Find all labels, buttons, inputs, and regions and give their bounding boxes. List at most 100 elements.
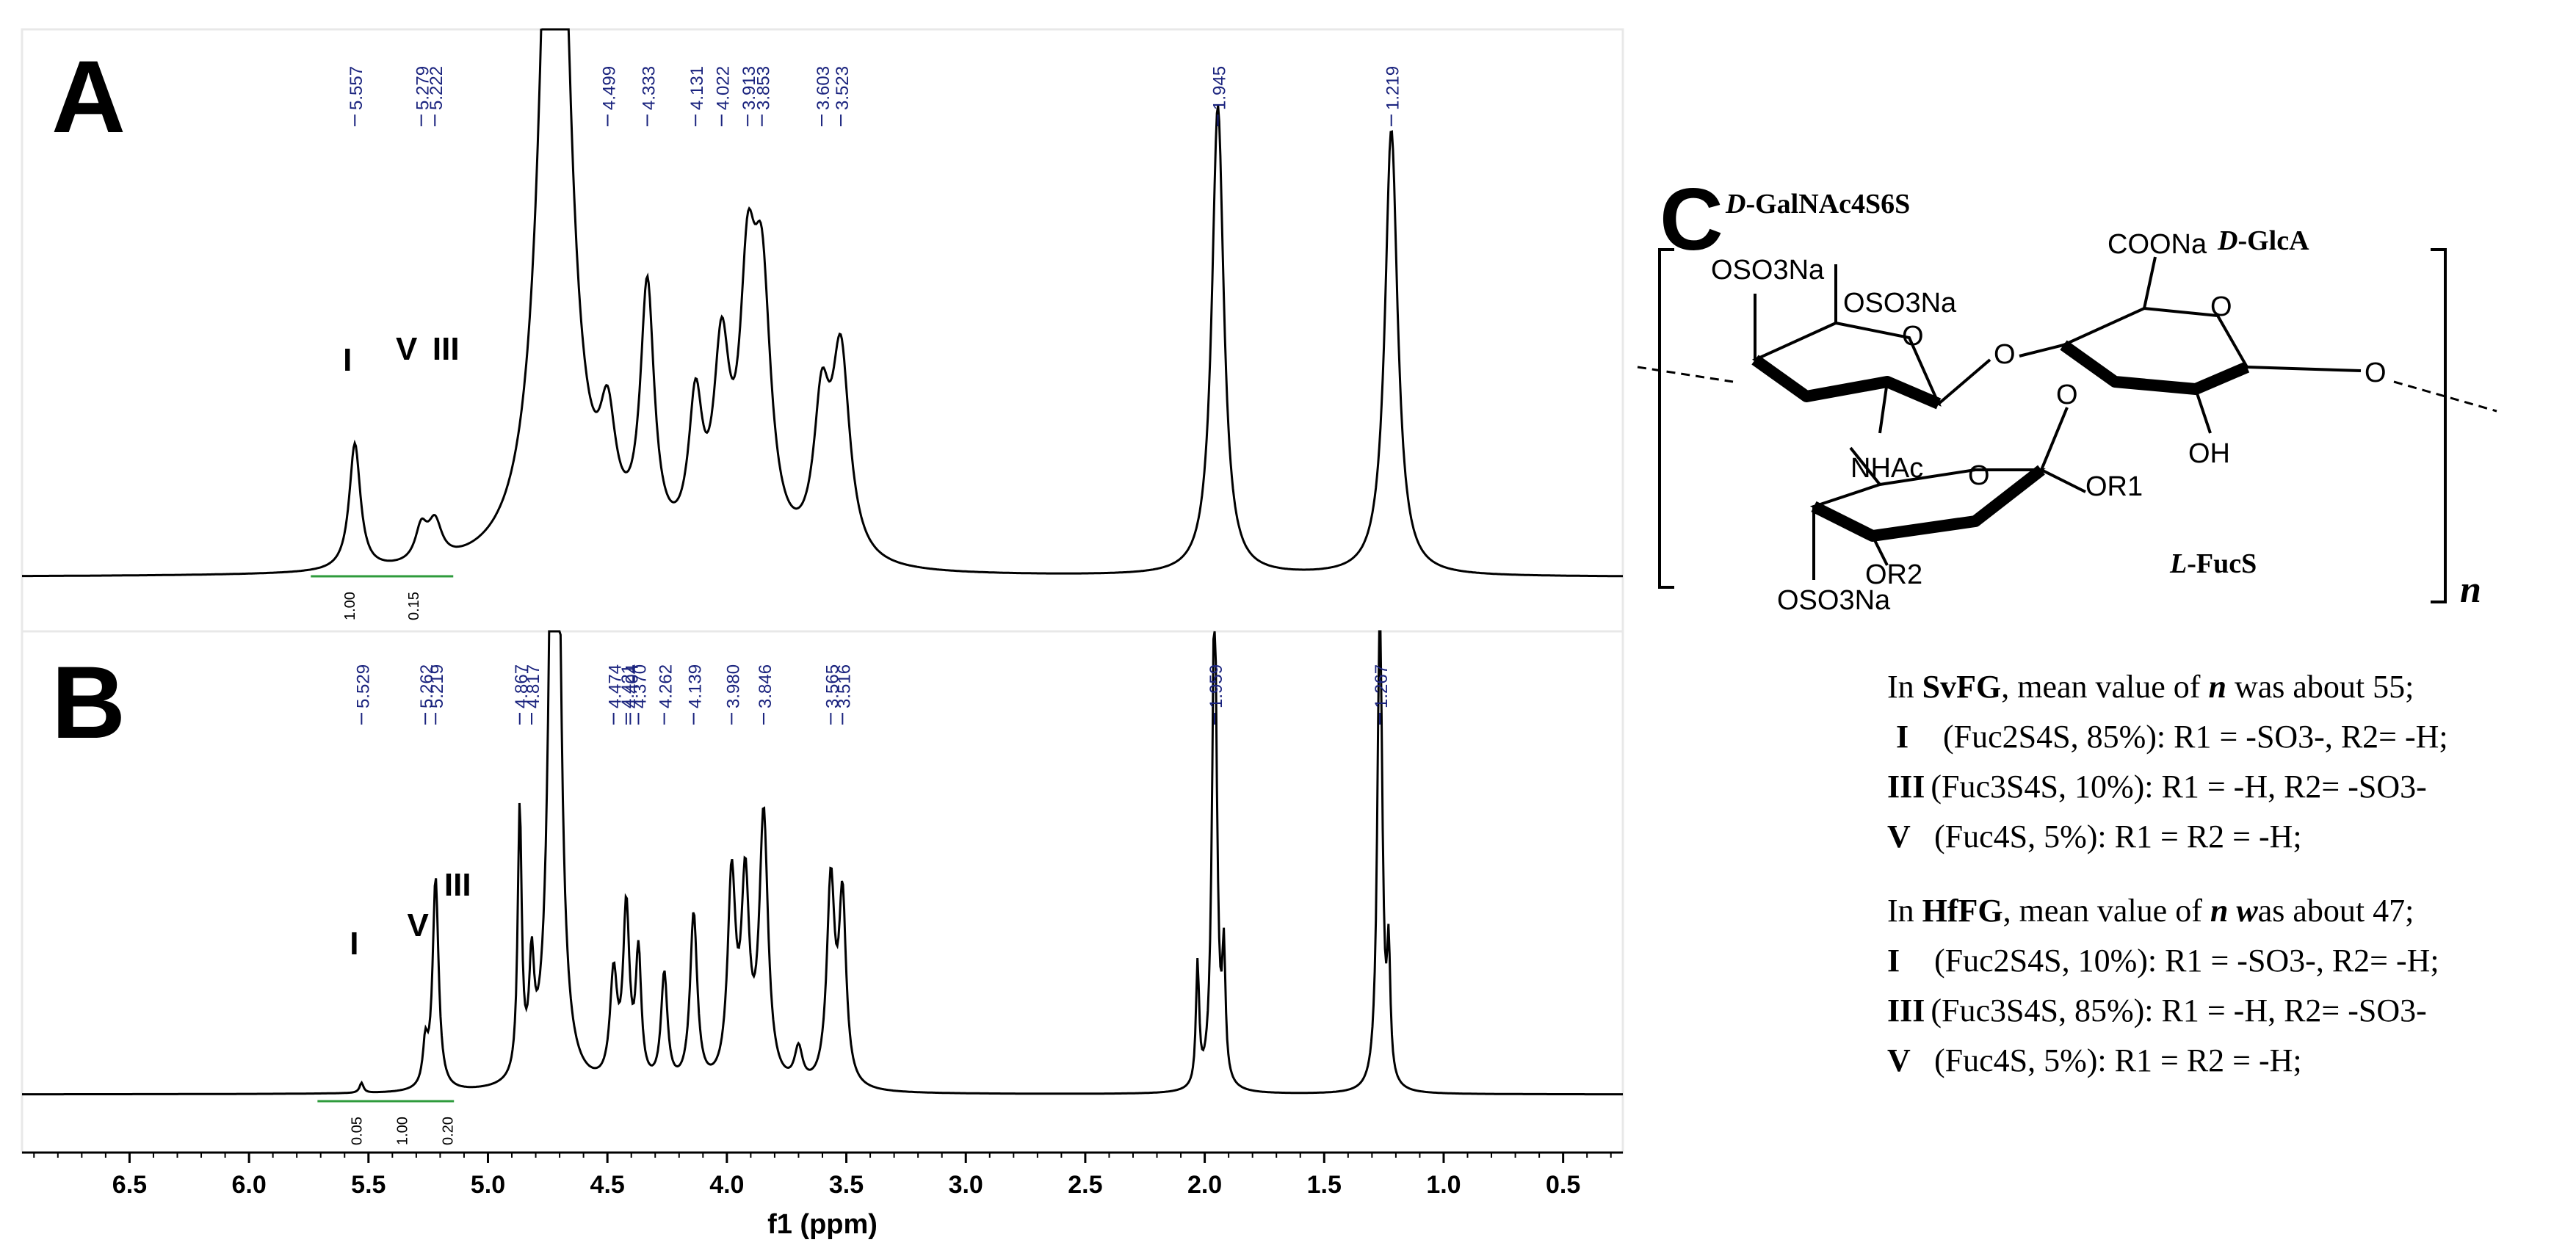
- panel-letter-b: B: [51, 645, 126, 760]
- fucs-or1: OR1: [2085, 471, 2143, 502]
- legend-hffg: In HfFG, mean value of n was about 47; I…: [1887, 892, 2570, 1083]
- integral-value: 0.20: [440, 1117, 456, 1145]
- peak-label: 5.557: [347, 66, 366, 110]
- x-tick-label: 5.0: [471, 1171, 505, 1199]
- glycosidic-bond-left: [1937, 358, 1991, 405]
- hffg-intro: In HfFG, mean value of n was about 47;: [1887, 893, 2414, 929]
- spectrum-line: [22, 630, 1623, 1096]
- hffg-row-3: V (Fuc4S, 5%): R1 = R2 = -H;: [1887, 1042, 2302, 1078]
- peak-label: 4.262: [656, 664, 676, 708]
- svfg-row-3: V (Fuc4S, 5%): R1 = R2 = -H;: [1887, 819, 2302, 855]
- peak-label: 5.279: [413, 66, 433, 110]
- spectrum-line: [22, 28, 1623, 578]
- galnac-ring-bold: [1751, 355, 1942, 410]
- peak-label: 3.565: [822, 664, 842, 708]
- peak-label: 1.959: [1206, 664, 1226, 708]
- peak-label: 3.846: [756, 664, 775, 708]
- repeat-n: n: [2460, 569, 2481, 611]
- peak-label: 4.474: [606, 664, 626, 708]
- glca-anomeric-bond: [2246, 366, 2362, 372]
- peak-label: 4.499: [599, 66, 619, 110]
- peak-label: 3.523: [833, 66, 853, 110]
- peak-label: 5.529: [353, 664, 373, 708]
- glca-coona: COONa: [2108, 229, 2207, 260]
- peak-label: 4.333: [640, 66, 659, 110]
- fucs-label: L-FucS: [2169, 548, 2257, 579]
- peak-label: 3.853: [754, 66, 774, 110]
- signal-annotation: III: [444, 867, 471, 903]
- peak-label: 5.262: [417, 664, 437, 708]
- peak-label: 4.421: [618, 664, 638, 708]
- glca-ring-bold: [2060, 340, 2250, 395]
- svfg-row-1: I (Fuc2S4S, 85%): R1 = -SO3-, R2= -H;: [1896, 719, 2448, 755]
- peak-label: 4.131: [687, 66, 707, 110]
- peak-label: 5.222: [427, 66, 446, 110]
- dashed-bond-right: [2393, 380, 2497, 413]
- signal-annotation: III: [433, 331, 460, 367]
- integral-value: 1.00: [394, 1117, 410, 1145]
- peak-label: 4.139: [686, 664, 706, 708]
- x-tick-label: 1.0: [1426, 1171, 1461, 1199]
- dashed-bond-left: [1637, 366, 1734, 383]
- signal-annotation: I: [343, 342, 352, 378]
- x-tick-label: 0.5: [1546, 1171, 1580, 1199]
- svfg-row-2: III (Fuc3S4S, 10%): R1 = -H, R2= -SO3-: [1887, 769, 2427, 805]
- galnac-oso3na-4: OSO3Na: [1711, 255, 1825, 286]
- peak-label: 3.913: [739, 66, 759, 110]
- signal-annotation: V: [408, 907, 430, 943]
- signal-annotation: V: [396, 331, 418, 367]
- peak-label: 3.516: [834, 664, 854, 708]
- hffg-row-2: III (Fuc3S4S, 85%): R1 = -H, R2= -SO3-: [1887, 993, 2427, 1028]
- integral-value: 0.05: [349, 1117, 365, 1145]
- chemical-structure: n D-GalNAc4S6S D-GlcA L-FucS O OSO3Na OS…: [1637, 189, 2497, 616]
- peak-label: 3.980: [723, 664, 743, 708]
- peak-label: 4.867: [512, 664, 532, 708]
- x-axis: 6.5 6.0 5.5 5.0 4.5 4.0 3.5 3.0 2.5 2.0 1.5 1.0 0.5 f…: [22, 1151, 1623, 1240]
- fuc-linkage-bond: [2040, 407, 2069, 471]
- peak-label: 3.603: [814, 66, 833, 110]
- peak-label: 1.219: [1383, 66, 1403, 110]
- galnac-ring-o: O: [1902, 321, 1924, 352]
- peak-label: 4.022: [714, 66, 734, 110]
- left-bracket: [1658, 248, 1674, 589]
- panel-letter-a: A: [51, 39, 126, 154]
- x-tick-label: 2.5: [1068, 1171, 1102, 1199]
- hffg-row-1: I (Fuc2S4S, 10%): R1 = -SO3-, R2= -H;: [1887, 943, 2439, 979]
- glca-oh: OH: [2188, 438, 2230, 469]
- signal-annotation: I: [350, 926, 358, 962]
- glca-oh-bond: [2194, 388, 2212, 434]
- panel-letter-c: C: [1660, 170, 1723, 269]
- glycosidic-bond-right: [2019, 344, 2064, 358]
- x-tick-label: 5.5: [351, 1171, 386, 1199]
- x-tick-label: 4.0: [709, 1171, 744, 1199]
- fucs-oso3na: OSO3Na: [1777, 585, 1891, 616]
- peak-label: 1.267: [1372, 664, 1392, 708]
- svfg-intro: In SvFG, mean value of n was about 55;: [1887, 669, 2414, 705]
- x-tick-label: 6.5: [112, 1171, 147, 1199]
- x-tick-label: 2.0: [1187, 1171, 1222, 1199]
- glca-ring-o: O: [2210, 291, 2232, 322]
- x-tick-label: 3.5: [829, 1171, 864, 1199]
- glycosidic-o: O: [1994, 339, 2016, 370]
- integral-value: 0.15: [406, 592, 422, 620]
- galnac-oso3na-6: OSO3Na: [1843, 288, 1957, 319]
- fucs-methyl-bond: [1849, 446, 1881, 486]
- peak-label: 4.370: [630, 664, 650, 708]
- x-tick-label: 4.5: [590, 1171, 625, 1199]
- galnac-nhac-bond: [1878, 381, 1889, 434]
- integral-value: 1.00: [342, 592, 358, 620]
- legend-svfg: In SvFG, mean value of n was about 55; I…: [1887, 668, 2570, 859]
- fucs-ring-bold: [1811, 465, 2045, 542]
- fuc-linkage-o: O: [2056, 380, 2078, 410]
- galnac-label: D-GalNAc4S6S: [1725, 189, 1910, 220]
- glca-anomeric-o: O: [2365, 358, 2387, 388]
- x-axis-title: f1 (ppm): [767, 1209, 878, 1240]
- fucs-or2: OR2: [1865, 559, 1922, 590]
- peak-label: 4.404: [622, 664, 642, 708]
- glca-coona-bond: [2143, 256, 2157, 309]
- fucs-or2-bond: [1871, 535, 1889, 566]
- glca-label: D-GlcA: [2217, 225, 2309, 256]
